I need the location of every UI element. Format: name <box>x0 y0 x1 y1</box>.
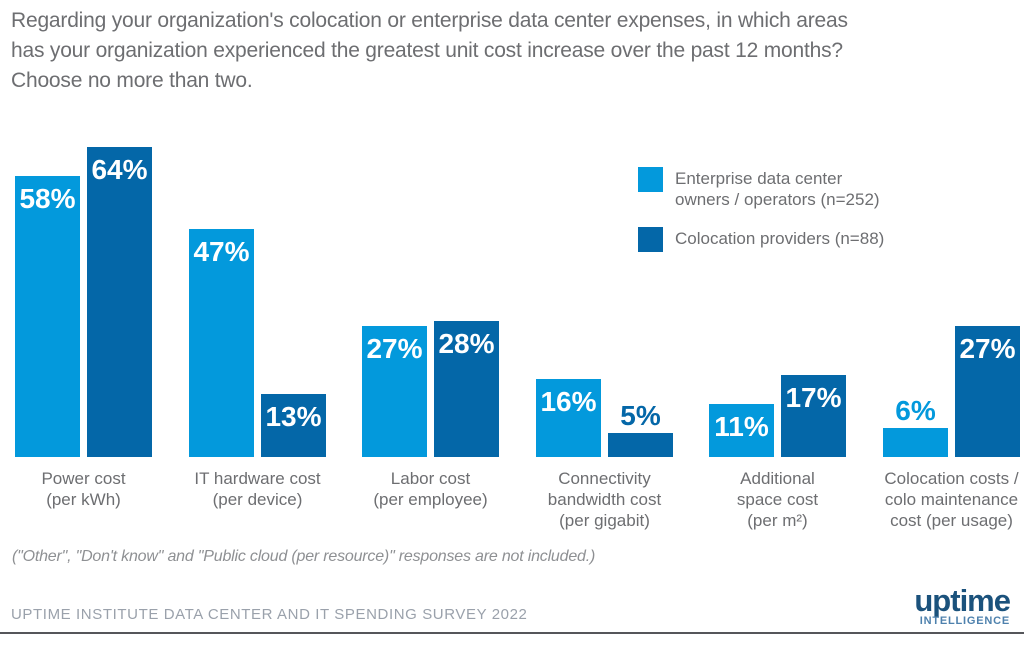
bar-series0-cat2: 27% <box>362 326 427 457</box>
bar-value-label: 27% <box>959 333 1016 364</box>
category-label: Additional space cost (per m²) <box>736 469 819 530</box>
category-label: Colocation costs / colo maintenance cost… <box>884 469 1019 530</box>
category-group: 27% 28% Labor cost (per employee) <box>362 140 499 570</box>
bar-value-label: 47% <box>193 236 250 267</box>
chart-footnote: ("Other", "Don't know" and "Public cloud… <box>12 548 596 565</box>
footer-divider <box>0 632 1024 634</box>
legend-item-colocation: Colocation providers (n=88) <box>638 227 884 252</box>
category-group: 11% 17% Additional space cost (per m²) <box>709 140 846 570</box>
bar-value-label: 13% <box>265 401 322 432</box>
survey-source-text: UPTIME INSTITUTE DATA CENTER AND IT SPEN… <box>11 606 528 623</box>
bar-series0-cat4: 11% <box>709 404 774 457</box>
bar-pair: 11% 17% <box>709 140 846 457</box>
bar-value-label: 17% <box>785 382 842 413</box>
bar-value-label: 27% <box>366 333 423 364</box>
uptime-intelligence-logo: uptime INTELLIGENCE <box>914 583 1011 627</box>
category-group: 47% 13% IT hardware cost (per device) <box>189 140 326 570</box>
category-label: Labor cost (per employee) <box>373 469 488 509</box>
chart-question-title: Regarding your organization's colocation… <box>11 9 848 92</box>
legend-swatch-colocation <box>638 227 663 252</box>
category-label: IT hardware cost (per device) <box>194 469 321 509</box>
bar-value-label: 58% <box>19 183 76 214</box>
category-group: 16% 5% Connectivity bandwidth cost (per gi… <box>536 140 673 570</box>
bar-series1-cat0: 64% <box>87 147 152 457</box>
bar-value-label: 6% <box>895 395 936 426</box>
bar-series1-cat1: 13% <box>261 394 326 457</box>
bar-series0-cat3: 16% <box>536 379 601 457</box>
bar-value-label: 5% <box>620 400 661 431</box>
category-label: Power cost (per kWh) <box>41 469 126 509</box>
legend-label-enterprise: Enterprise data center owners / operator… <box>675 169 880 209</box>
category-group: 6% 27% Colocation costs / colo maintenance… <box>883 140 1020 570</box>
bar-pair: 47% 13% <box>189 140 326 457</box>
legend-swatch-enterprise <box>638 167 663 192</box>
bar-value-label: 28% <box>438 328 495 359</box>
bar-pair: 58% 64% <box>15 140 152 457</box>
bar-value-label: 11% <box>714 411 769 442</box>
chart-legend: Enterprise data center owners / operator… <box>638 167 884 252</box>
category-label: Connectivity bandwidth cost (per gigabit… <box>547 469 662 530</box>
bar-series0-cat0: 58% <box>15 176 80 457</box>
bar-series1-cat4: 17% <box>781 375 846 457</box>
bar-pair: 6% 27% <box>883 140 1020 457</box>
bar-series0-cat5: 6% <box>883 395 948 457</box>
bar-series1-cat5: 27% <box>955 326 1020 457</box>
bar-series0-cat1: 47% <box>189 229 254 457</box>
legend-item-enterprise: Enterprise data center owners / operator… <box>638 167 884 210</box>
logo-brand-text: uptime <box>914 583 1011 618</box>
bar-value-label: 16% <box>540 386 597 417</box>
logo-sub-text: INTELLIGENCE <box>919 615 1010 627</box>
bar-value-label: 64% <box>91 154 148 185</box>
category-group: 58% 64% Power cost (per kWh) <box>15 140 152 570</box>
bar-series1-cat3: 5% <box>608 400 673 457</box>
bar-chart: 58% 64% Power cost (per kWh) 47% 13% IT hardw… <box>0 140 1024 570</box>
bar-pair: 16% 5% <box>536 140 673 457</box>
legend-label-colocation: Colocation providers (n=88) <box>675 229 885 248</box>
bar-series1-cat2: 28% <box>434 321 499 457</box>
bar-pair: 27% 28% <box>362 140 499 457</box>
